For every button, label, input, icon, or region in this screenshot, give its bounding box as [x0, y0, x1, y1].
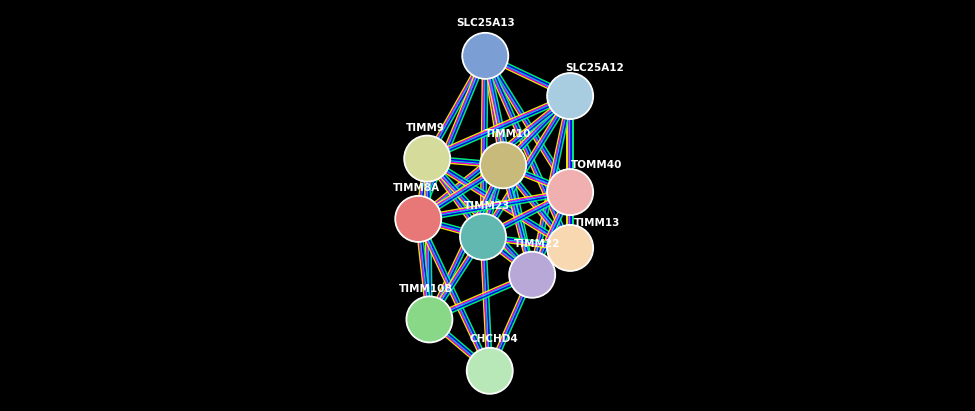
Circle shape [404, 135, 450, 182]
Circle shape [468, 349, 511, 392]
Text: TIMM10B: TIMM10B [399, 284, 453, 293]
Circle shape [462, 32, 509, 79]
Circle shape [406, 137, 448, 180]
Circle shape [408, 298, 450, 341]
Circle shape [466, 348, 513, 394]
Circle shape [395, 196, 442, 242]
Text: CHCHD4: CHCHD4 [470, 334, 519, 344]
Text: SLC25A12: SLC25A12 [566, 63, 624, 73]
Text: TIMM13: TIMM13 [573, 218, 620, 228]
Text: TIMM23: TIMM23 [464, 201, 511, 211]
Text: SLC25A13: SLC25A13 [456, 18, 515, 28]
Circle shape [405, 205, 432, 233]
Circle shape [547, 169, 594, 215]
Circle shape [547, 225, 594, 271]
Circle shape [547, 73, 594, 119]
Circle shape [556, 82, 584, 110]
Circle shape [482, 144, 525, 187]
Text: TIMM10: TIMM10 [485, 129, 530, 139]
Circle shape [556, 234, 584, 262]
Circle shape [476, 357, 504, 385]
Circle shape [549, 75, 592, 118]
Circle shape [397, 197, 440, 240]
Circle shape [511, 253, 554, 296]
Circle shape [471, 42, 499, 70]
Circle shape [460, 214, 506, 260]
Circle shape [509, 252, 556, 298]
Text: TOMM40: TOMM40 [571, 160, 623, 170]
Circle shape [464, 35, 507, 77]
Circle shape [480, 142, 526, 189]
Circle shape [407, 296, 452, 343]
Circle shape [415, 305, 444, 333]
Text: TIMM8A: TIMM8A [393, 183, 440, 193]
Circle shape [489, 151, 517, 179]
Circle shape [549, 226, 592, 269]
Circle shape [549, 171, 592, 214]
Circle shape [469, 223, 497, 251]
Text: TIMM22: TIMM22 [514, 239, 560, 249]
Circle shape [413, 145, 441, 173]
Circle shape [556, 178, 584, 206]
Circle shape [461, 215, 504, 258]
Text: TIMM9: TIMM9 [406, 122, 445, 133]
Circle shape [519, 261, 546, 289]
